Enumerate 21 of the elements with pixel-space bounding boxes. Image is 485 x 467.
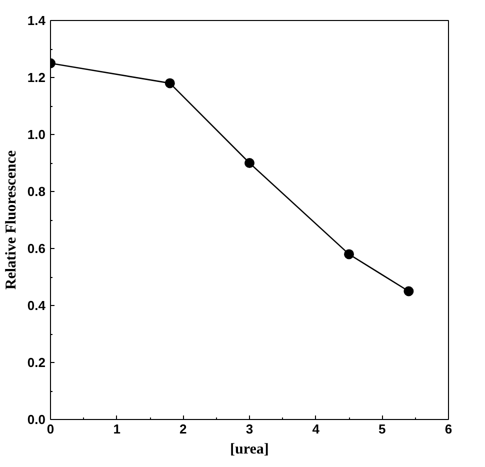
x-tick-label: 1 xyxy=(113,422,120,436)
x-axis-title: [urea] xyxy=(230,442,269,458)
point xyxy=(404,286,414,296)
x-tick-label: 2 xyxy=(180,422,187,436)
y-tick-label: 0.8 xyxy=(27,184,46,199)
y-tick-label: 1.4 xyxy=(27,13,46,28)
point xyxy=(164,78,175,88)
y-tick-label: 0.4 xyxy=(27,298,46,313)
point xyxy=(244,158,254,168)
y-axis-title: Relative Fluorescence xyxy=(3,150,20,290)
x-tick-label: 6 xyxy=(444,422,452,436)
x-tick-label: 4 xyxy=(312,422,320,436)
y-tick-label: 1.2 xyxy=(27,70,46,85)
x-tick-label: 3 xyxy=(246,422,254,436)
point xyxy=(344,249,354,260)
x-tick-label: 0 xyxy=(46,422,54,436)
x-tick-label: 5 xyxy=(378,422,386,436)
y-tick-label: 0.6 xyxy=(27,241,46,256)
y-tick-label: 0.0 xyxy=(27,412,46,427)
y-tick-label: 0.2 xyxy=(27,355,46,370)
y-tick-label: 1.0 xyxy=(27,127,46,142)
